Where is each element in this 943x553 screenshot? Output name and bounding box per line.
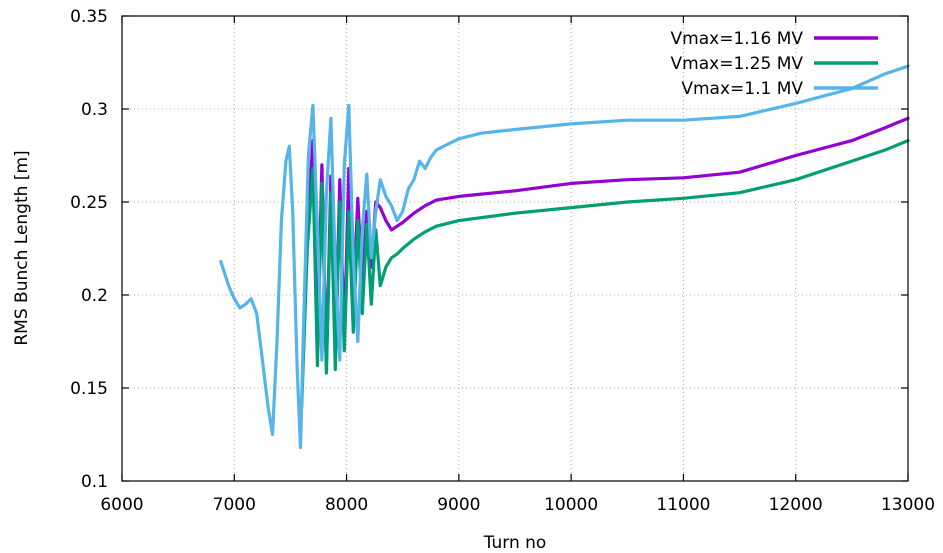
y-tick-label: 0.3 — [81, 100, 108, 120]
y-tick-label: 0.1 — [81, 472, 108, 492]
x-tick-label: 7000 — [213, 495, 256, 515]
x-tick-label: 13000 — [881, 495, 935, 515]
x-axis-tick-labels: 6000 7000 8000 9000 10000 11000 12000 13000 — [100, 495, 935, 515]
y-axis-title: RMS Bunch Length [m] — [12, 150, 32, 345]
y-tick-label: 0.2 — [81, 286, 108, 306]
x-tick-label: 11000 — [656, 495, 710, 515]
x-tick-label: 12000 — [769, 495, 823, 515]
series-line-1 — [305, 116, 910, 368]
x-tick-label: 6000 — [100, 495, 143, 515]
x-tick-label: 9000 — [437, 495, 480, 515]
y-tick-label: 0.25 — [70, 193, 108, 213]
x-tick-label: 10000 — [544, 495, 598, 515]
series-line-3 — [219, 64, 910, 450]
legend-label: Vmax=1.1 MV — [681, 79, 803, 99]
series-line-2 — [300, 139, 910, 409]
legend-label: Vmax=1.16 MV — [671, 29, 804, 49]
plot-frame — [121, 15, 909, 482]
plot-area — [219, 64, 910, 450]
axis-ticks — [121, 15, 909, 482]
legend-label: Vmax=1.25 MV — [671, 54, 804, 74]
x-tick-label: 8000 — [325, 495, 368, 515]
x-axis-title: Turn no — [483, 533, 547, 553]
y-tick-label: 0.35 — [70, 7, 108, 27]
legend: Vmax=1.16 MV Vmax=1.25 MV Vmax=1.1 MV — [671, 29, 878, 99]
y-tick-label: 0.15 — [70, 379, 108, 399]
y-axis-tick-labels: 0.1 0.15 0.2 0.25 0.3 0.35 — [70, 7, 108, 492]
